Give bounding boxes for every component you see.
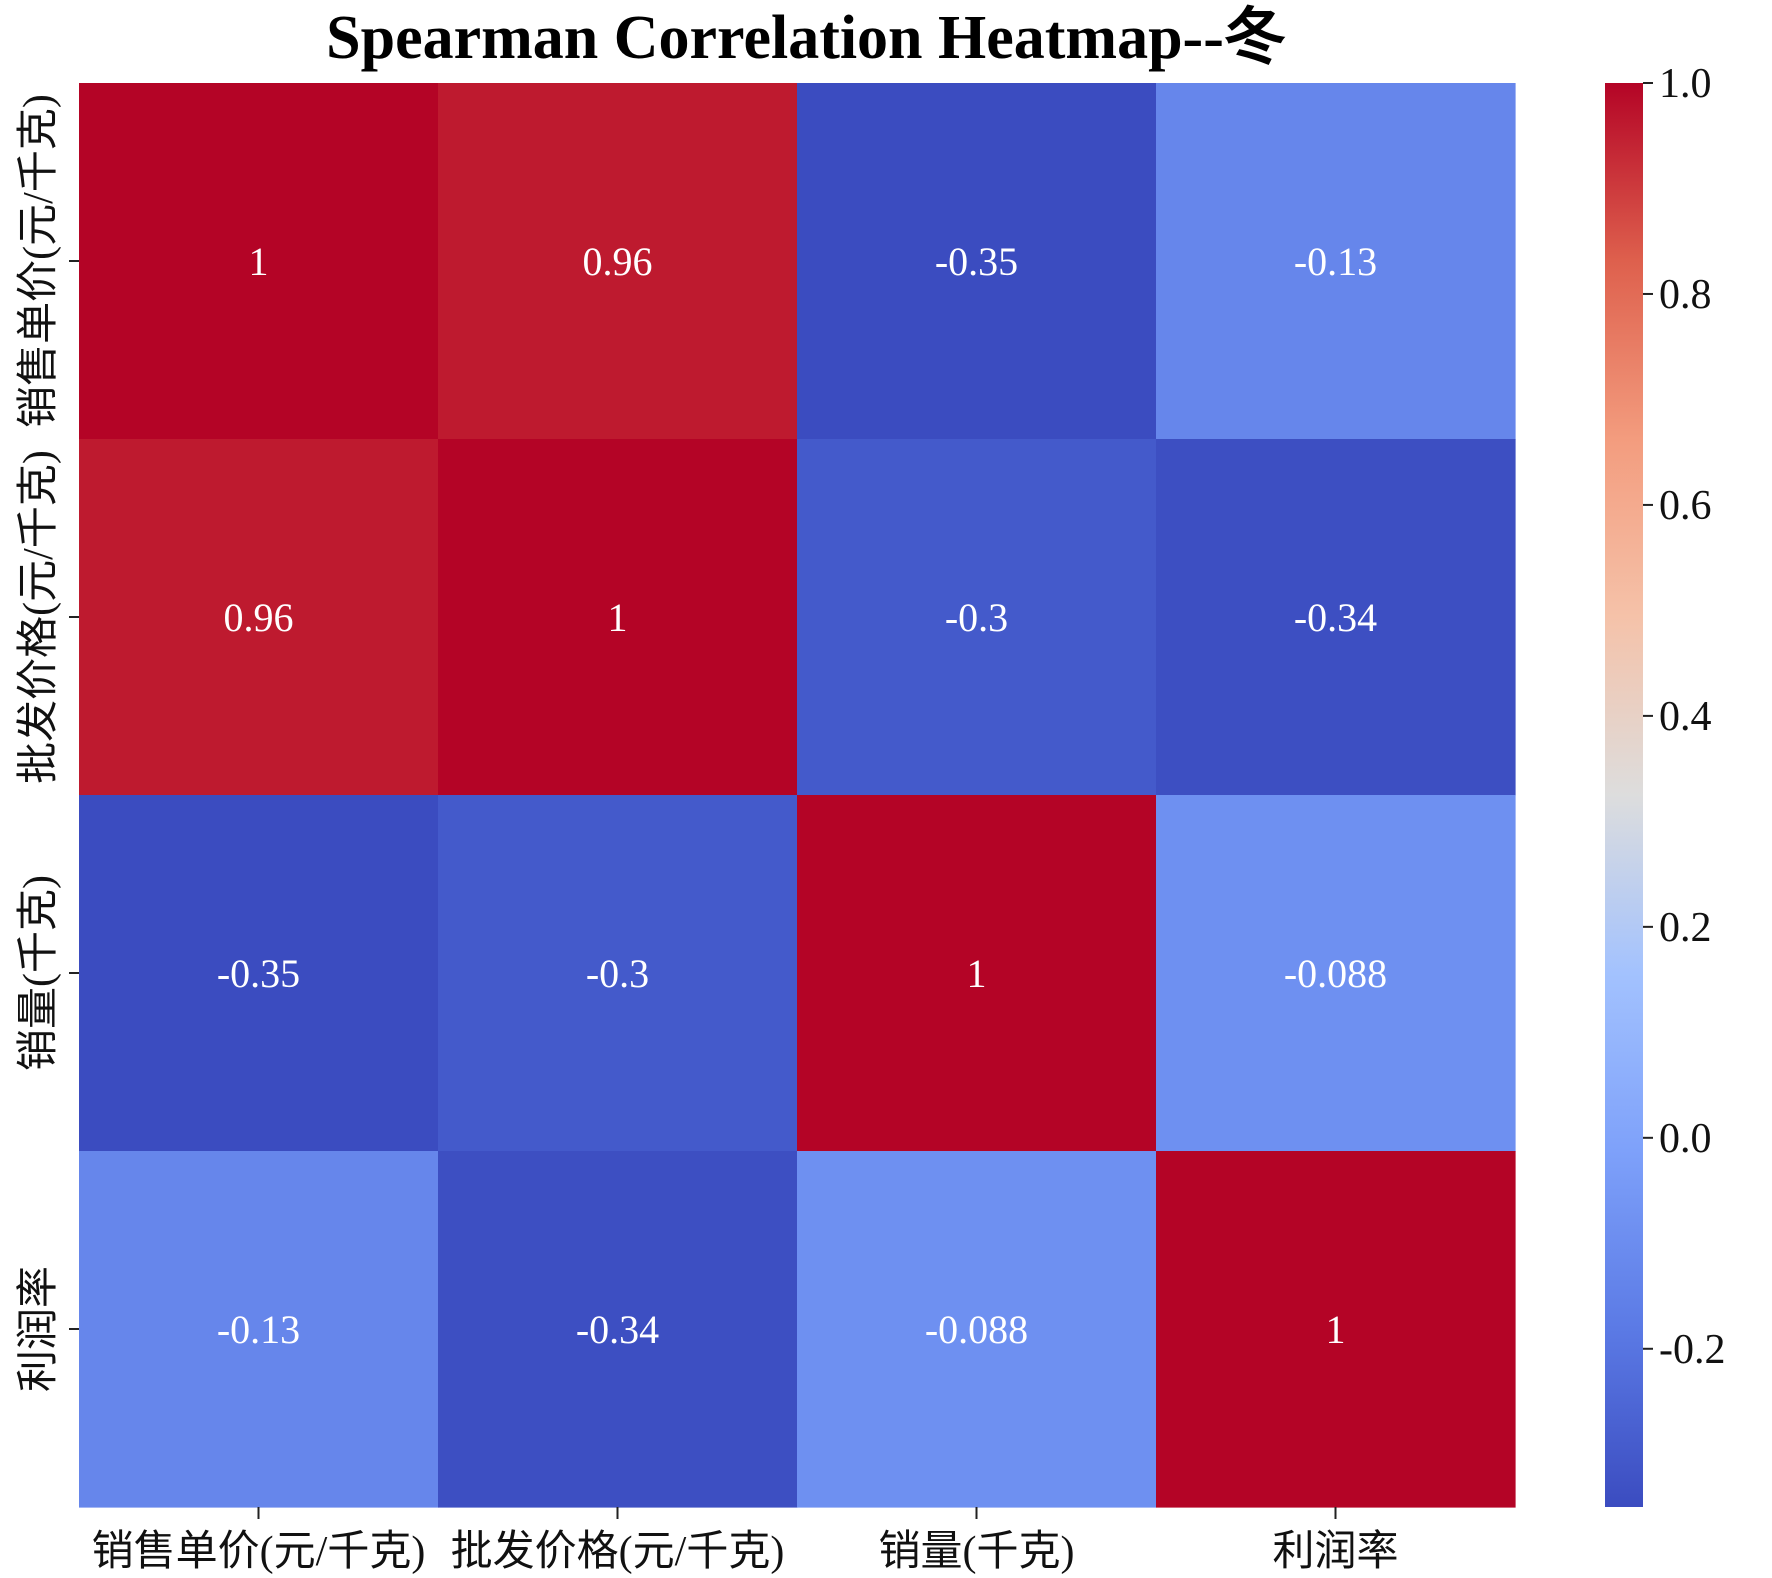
heatmap-cell bbox=[438, 439, 798, 796]
x-axis: 销售单价(元/千克) 批发价格(元/千克) 销量(千克) 利润率 bbox=[92, 1507, 1399, 1575]
cell-value-label: -0.34 bbox=[576, 1307, 659, 1352]
colorbar-tick-label: 1.0 bbox=[1659, 61, 1712, 107]
heatmap-cell bbox=[1156, 439, 1516, 796]
y-tick-label: 销售单价(元/千克) bbox=[16, 94, 62, 428]
y-tick-label: 批发价格(元/千克) bbox=[16, 450, 62, 784]
cell-value-label: 1 bbox=[1326, 1307, 1346, 1352]
cell-value-label: 0.96 bbox=[583, 239, 653, 284]
y-tick-label: 销量(千克) bbox=[16, 875, 62, 1071]
heatmap-cell bbox=[438, 795, 798, 1152]
colorbar-tick-label: 0.4 bbox=[1659, 694, 1712, 740]
cell-value-label: -0.088 bbox=[1284, 951, 1387, 996]
heatmap-cell bbox=[1156, 1151, 1516, 1508]
heatmap-cell bbox=[1156, 83, 1516, 440]
heatmap-cell bbox=[79, 83, 439, 440]
heatmap-cell bbox=[79, 439, 439, 796]
cell-value-label: -0.35 bbox=[935, 239, 1018, 284]
heatmap-cell bbox=[797, 83, 1157, 440]
x-tick-label: 利润率 bbox=[1272, 1528, 1398, 1575]
cell-value-label: -0.13 bbox=[217, 1307, 300, 1352]
colorbar-tick-label: 0.0 bbox=[1659, 1116, 1712, 1162]
heatmap-cell bbox=[438, 1151, 798, 1508]
cell-value-label: -0.13 bbox=[1294, 239, 1377, 284]
heatmap-cell bbox=[797, 439, 1157, 796]
heatmap-cells bbox=[79, 83, 1516, 1508]
colorbar-tick-label: 0.6 bbox=[1659, 483, 1712, 529]
colorbar-tick-label: 0.2 bbox=[1659, 905, 1712, 951]
colorbar-tick-label: 0.8 bbox=[1659, 272, 1712, 318]
heatmap-cell bbox=[79, 795, 439, 1152]
cell-value-label: -0.088 bbox=[925, 1307, 1028, 1352]
colorbar-tick-label: -0.2 bbox=[1659, 1327, 1726, 1373]
heatmap-cell bbox=[797, 795, 1157, 1152]
cell-annotations: 1 0.96 -0.35 -0.13 0.96 1 -0.3 -0.34 -0.35 -0.3 1 -… bbox=[217, 239, 1387, 1352]
cell-value-label: -0.34 bbox=[1294, 595, 1377, 640]
colorbar-gradient bbox=[1605, 83, 1643, 1507]
cell-value-label: 1 bbox=[249, 239, 269, 284]
y-axis: 销售单价(元/千克) 批发价格(元/千克) 销量(千克) 利润率 bbox=[15, 94, 79, 1392]
colorbar: 1.0 0.8 0.6 0.4 0.2 0.0 -0.2 bbox=[1605, 61, 1726, 1507]
chart-title: Spearman Correlation Heatmap--冬 bbox=[326, 3, 1286, 72]
cell-value-label: -0.3 bbox=[586, 951, 649, 996]
x-tick-label: 批发价格(元/千克) bbox=[451, 1529, 785, 1575]
cell-value-label: -0.3 bbox=[945, 595, 1008, 640]
heatmap-cell bbox=[438, 83, 798, 440]
x-tick-label: 销售单价(元/千克) bbox=[92, 1529, 426, 1575]
x-tick-label: 销量(千克) bbox=[879, 1529, 1075, 1575]
heatmap-cell bbox=[1156, 795, 1516, 1152]
heatmap-cell bbox=[79, 1151, 439, 1508]
cell-value-label: 1 bbox=[967, 951, 987, 996]
heatmap-cell bbox=[797, 1151, 1157, 1508]
cell-value-label: 1 bbox=[608, 595, 628, 640]
cell-value-label: -0.35 bbox=[217, 951, 300, 996]
cell-value-label: 0.96 bbox=[224, 595, 294, 640]
y-tick-label: 利润率 bbox=[15, 1266, 62, 1392]
